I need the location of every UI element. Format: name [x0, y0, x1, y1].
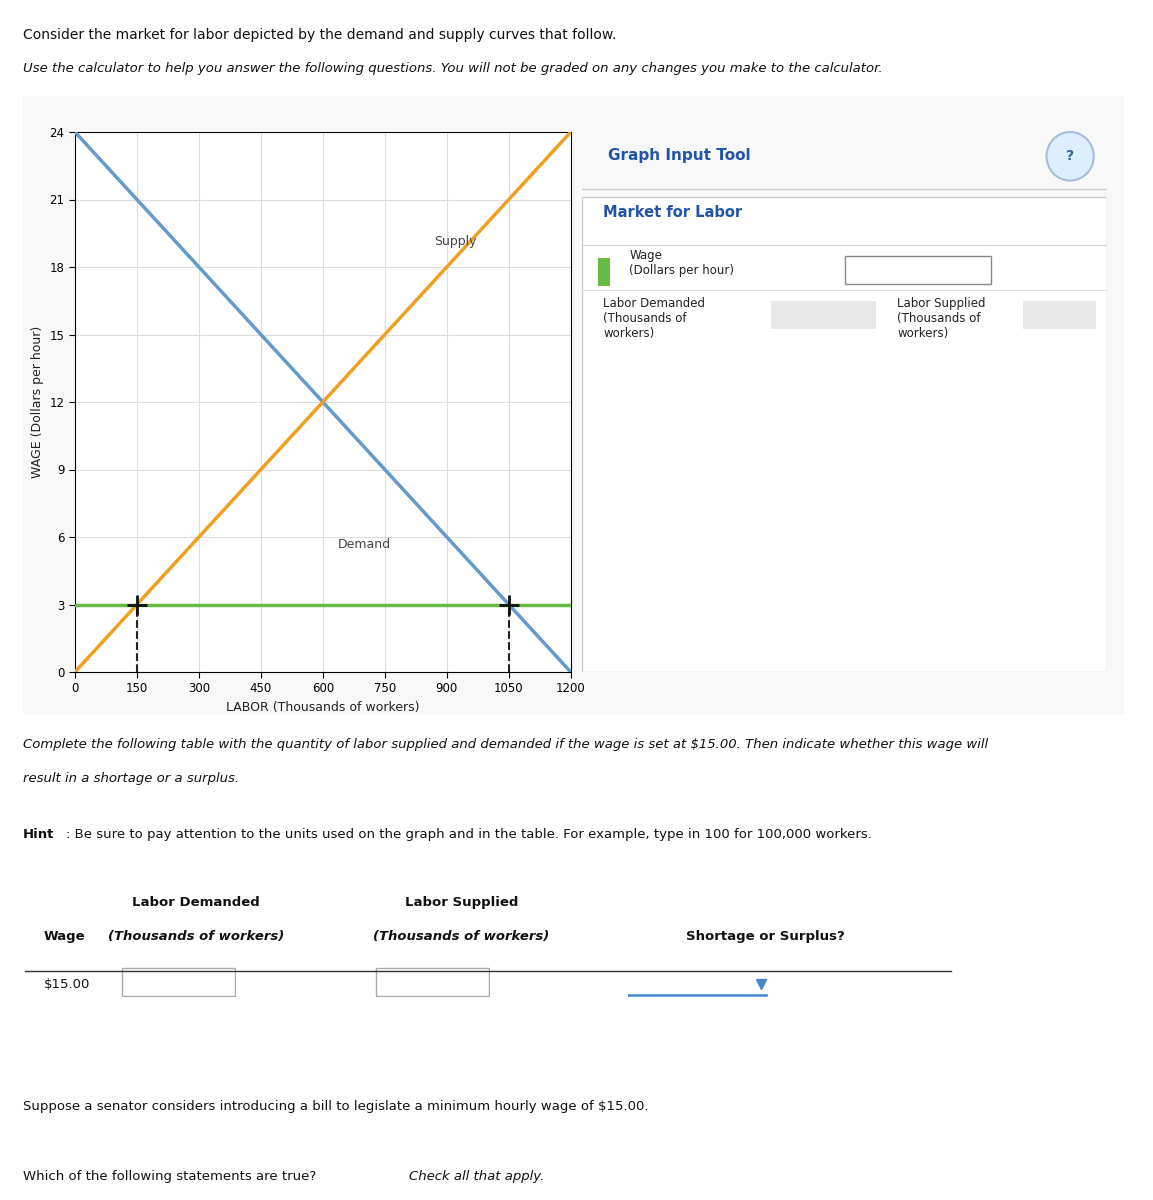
Text: 1,050: 1,050	[837, 308, 874, 322]
Text: Shortage or Surplus?: Shortage or Surplus?	[686, 930, 845, 943]
Text: $15.00: $15.00	[44, 978, 90, 991]
Text: Supply: Supply	[434, 234, 476, 247]
Text: Demand: Demand	[338, 539, 391, 551]
FancyBboxPatch shape	[1023, 301, 1097, 329]
Text: Labor Supplied: Labor Supplied	[405, 896, 518, 910]
Text: Check all that apply.: Check all that apply.	[409, 1170, 544, 1183]
FancyBboxPatch shape	[844, 257, 992, 284]
Text: Wage: Wage	[44, 930, 85, 943]
FancyBboxPatch shape	[771, 301, 876, 329]
Text: Which of the following statements are true?: Which of the following statements are tr…	[23, 1170, 321, 1183]
Text: Market for Labor: Market for Labor	[603, 205, 743, 220]
Text: Consider the market for labor depicted by the demand and supply curves that foll: Consider the market for labor depicted b…	[23, 28, 617, 42]
Text: Suppose a senator considers introducing a bill to legislate a minimum hourly wag: Suppose a senator considers introducing …	[23, 1100, 648, 1114]
Circle shape	[1047, 132, 1094, 181]
Text: ?: ?	[1067, 149, 1075, 163]
Text: Graph Input Tool: Graph Input Tool	[609, 148, 751, 163]
FancyBboxPatch shape	[12, 90, 1136, 720]
Text: Labor Demanded: Labor Demanded	[133, 896, 259, 910]
FancyBboxPatch shape	[376, 967, 489, 996]
Text: 150: 150	[1070, 308, 1094, 322]
Text: Labor Supplied
(Thousands of
workers): Labor Supplied (Thousands of workers)	[897, 296, 986, 340]
Text: Complete the following table with the quantity of labor supplied and demanded if: Complete the following table with the qu…	[23, 738, 988, 751]
Text: Hint: Hint	[23, 828, 54, 841]
Text: result in a shortage or a surplus.: result in a shortage or a surplus.	[23, 772, 239, 785]
X-axis label: LABOR (Thousands of workers): LABOR (Thousands of workers)	[226, 701, 420, 714]
Text: Wage
(Dollars per hour): Wage (Dollars per hour)	[630, 248, 734, 277]
Text: (Thousands of workers): (Thousands of workers)	[374, 930, 549, 943]
FancyBboxPatch shape	[122, 967, 235, 996]
Text: 3.00: 3.00	[960, 264, 989, 277]
FancyBboxPatch shape	[582, 197, 1107, 672]
Text: Labor Demanded
(Thousands of
workers): Labor Demanded (Thousands of workers)	[603, 296, 706, 340]
Text: Use the calculator to help you answer the following questions. You will not be g: Use the calculator to help you answer th…	[23, 62, 883, 76]
Text: : Be sure to pay attention to the units used on the graph and in the table. For : : Be sure to pay attention to the units …	[66, 828, 872, 841]
Text: (Thousands of workers): (Thousands of workers)	[108, 930, 284, 943]
Y-axis label: WAGE (Dollars per hour): WAGE (Dollars per hour)	[31, 326, 44, 478]
FancyBboxPatch shape	[598, 258, 610, 286]
